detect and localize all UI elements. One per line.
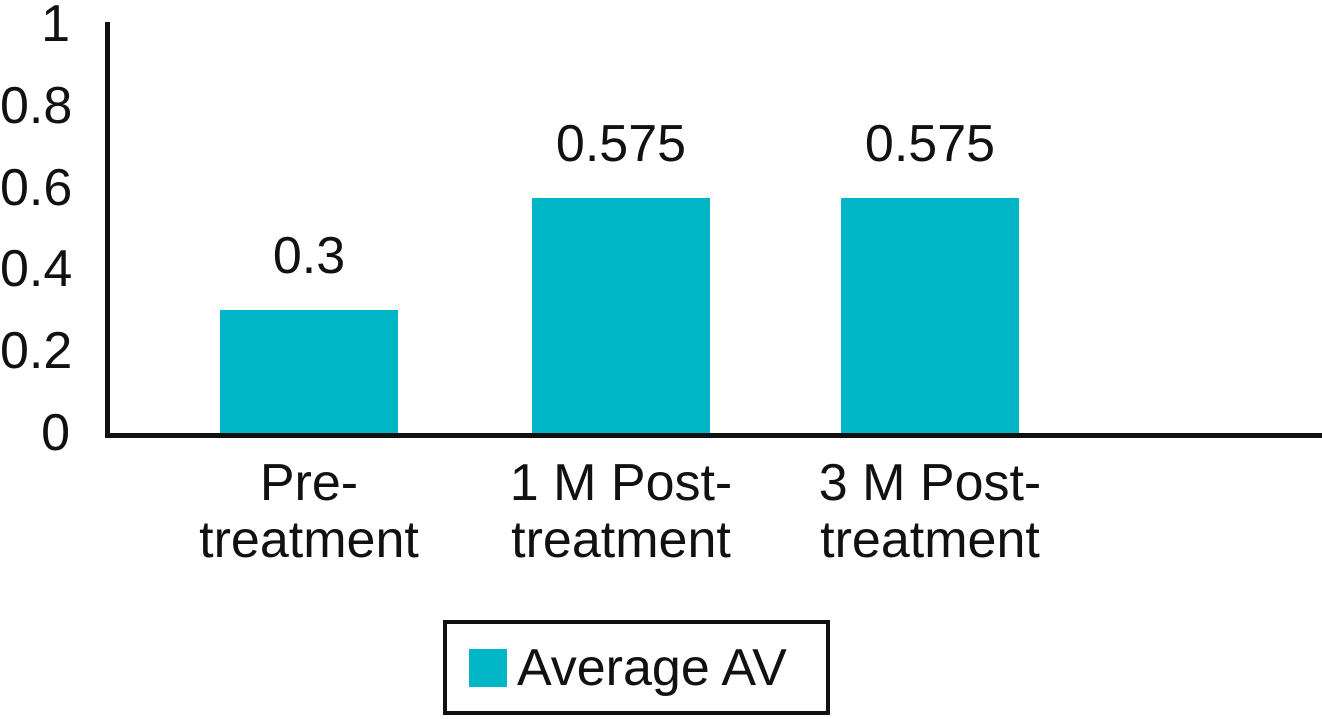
y-tick-label: 0.8 — [0, 76, 73, 135]
legend: Average AV — [443, 620, 830, 715]
bar — [841, 197, 1019, 433]
bar-value-label: 0.575 — [864, 114, 996, 173]
y-tick-label: 0 — [41, 404, 70, 462]
bar — [532, 197, 710, 433]
y-tick-label: 0.6 — [0, 158, 73, 217]
y-axis-line — [105, 22, 110, 438]
y-tick-label: 1 — [41, 0, 70, 53]
bar — [220, 310, 398, 433]
bar-value-label: 0.3 — [272, 227, 346, 286]
x-axis-line — [105, 433, 1322, 438]
x-category-label: Pre- treatment — [199, 454, 419, 569]
legend-label: Average AV — [517, 638, 787, 697]
y-tick-label: 0.2 — [0, 322, 73, 381]
x-category-label: 3 M Post- treatment — [818, 454, 1042, 569]
legend-swatch — [469, 648, 507, 687]
bar-value-label: 0.575 — [555, 114, 687, 173]
x-category-label: 1 M Post- treatment — [509, 454, 733, 569]
y-tick-label: 0.4 — [0, 240, 73, 299]
